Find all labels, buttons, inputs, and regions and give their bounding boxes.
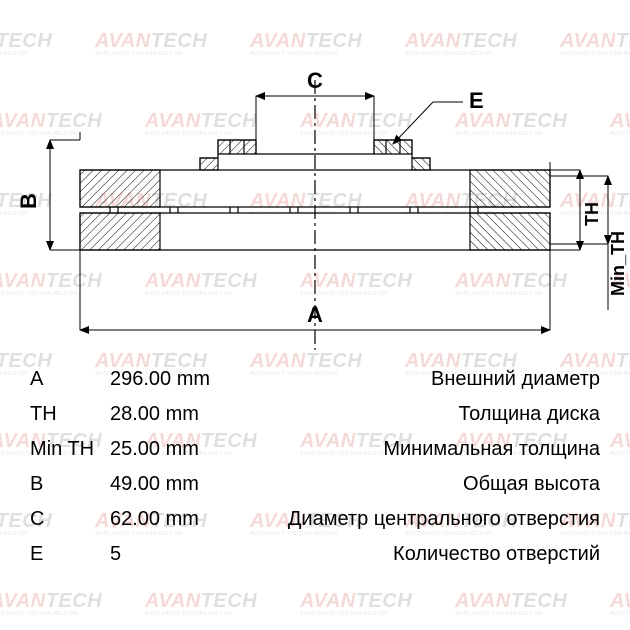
spec-row: Min TH 25.00 mm Минимальная толщина	[30, 438, 600, 461]
spec-desc: Толщина диска	[458, 403, 600, 426]
spec-value: 5	[110, 543, 121, 566]
svg-text:A: A	[307, 302, 323, 327]
spec-label: C	[30, 508, 110, 531]
spec-label: A	[30, 368, 110, 391]
svg-text:TH: TH	[582, 202, 602, 226]
spec-label: B	[30, 473, 110, 496]
spec-value: 25.00 mm	[110, 438, 199, 461]
spec-desc: Внешний диаметр	[431, 368, 600, 391]
spec-value: 28.00 mm	[110, 403, 199, 426]
spec-row: TH 28.00 mm Толщина диска	[30, 403, 600, 426]
spec-row: B 49.00 mm Общая высота	[30, 473, 600, 496]
svg-text:C: C	[307, 68, 323, 93]
spec-desc: Количество отверстий	[393, 543, 600, 566]
spec-row: C 62.00 mm Диаметр центрального отверсти…	[30, 508, 600, 531]
spec-value: 296.00 mm	[110, 368, 210, 391]
spec-value: 62.00 mm	[110, 508, 199, 531]
spec-desc: Минимальная толщина	[383, 438, 600, 461]
svg-text:E: E	[469, 88, 484, 113]
spec-table: A 296.00 mm Внешний диаметр TH 28.00 mm …	[30, 368, 600, 578]
spec-desc: Общая высота	[463, 473, 600, 496]
spec-label: E	[30, 543, 110, 566]
spec-value: 49.00 mm	[110, 473, 199, 496]
svg-text:Min_TH: Min_TH	[608, 231, 628, 296]
spec-label: TH	[30, 403, 110, 426]
spec-row: E 5 Количество отверстий	[30, 543, 600, 566]
spec-desc: Диаметр центрального отверстия	[288, 508, 600, 531]
spec-row: A 296.00 mm Внешний диаметр	[30, 368, 600, 391]
svg-text:B: B	[16, 193, 41, 209]
spec-label: Min TH	[30, 438, 110, 461]
